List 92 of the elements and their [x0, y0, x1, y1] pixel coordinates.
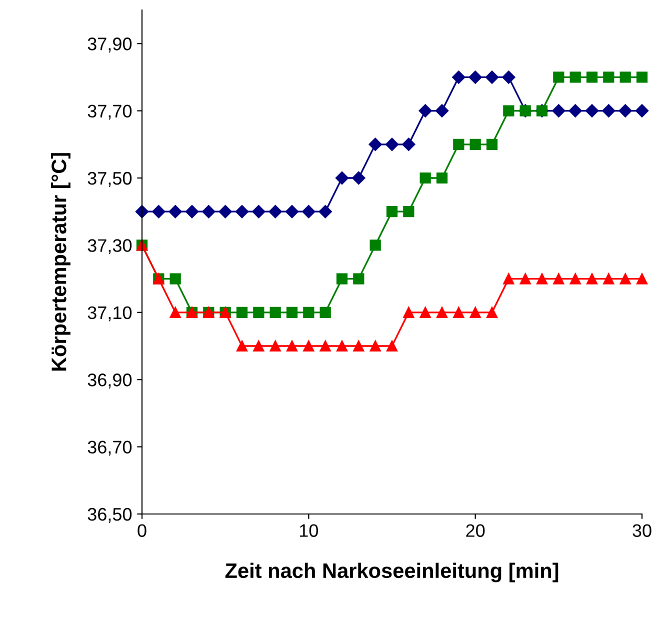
point [236, 340, 248, 352]
point [286, 340, 298, 352]
point [353, 273, 364, 284]
point [620, 72, 631, 83]
point [285, 205, 299, 218]
point [286, 306, 298, 318]
point [486, 306, 498, 318]
point [320, 340, 331, 352]
point [336, 340, 348, 352]
point [470, 306, 481, 318]
point [218, 205, 232, 218]
point [303, 340, 314, 352]
point [486, 138, 498, 150]
point [586, 273, 598, 284]
point [418, 104, 432, 118]
x-tick-label: 30 [632, 524, 652, 537]
point [318, 205, 332, 218]
point [570, 72, 581, 83]
y-tick-label: 37,30 [88, 239, 132, 254]
point [403, 206, 414, 218]
y-tick-label: 36,70 [88, 440, 132, 456]
point [636, 273, 648, 284]
point [252, 205, 266, 218]
point [403, 306, 414, 318]
point [552, 104, 566, 118]
y-axis-title: Körpertemperatur [°C] [51, 153, 70, 371]
point [435, 104, 449, 118]
y-tick-label: 36,50 [88, 508, 132, 523]
x-axis-title: Zeit nach Narkoseeinleitung [min] [225, 562, 558, 582]
point [502, 70, 516, 84]
point [385, 138, 399, 151]
point [170, 273, 181, 284]
point [570, 273, 581, 284]
point [335, 171, 349, 185]
point [270, 340, 281, 352]
point [235, 205, 249, 218]
x-tick-label: 10 [300, 524, 318, 537]
point [586, 72, 598, 83]
point [353, 340, 364, 352]
point [168, 205, 182, 218]
point [503, 273, 514, 284]
y-tick-label: 37,70 [88, 104, 132, 120]
point [553, 72, 564, 83]
point [253, 340, 264, 352]
point [452, 70, 466, 84]
y-tick-label: 36,90 [88, 374, 132, 388]
point [585, 104, 599, 118]
point [602, 104, 616, 118]
point [520, 273, 531, 284]
point [436, 306, 448, 318]
point [368, 138, 382, 151]
point [370, 340, 381, 352]
point [635, 104, 649, 118]
point [402, 138, 416, 151]
point [370, 240, 381, 251]
point [170, 306, 181, 318]
point [420, 306, 431, 318]
point [236, 306, 248, 318]
point [620, 273, 631, 284]
point [636, 72, 648, 83]
point [386, 206, 398, 218]
point [470, 138, 481, 150]
point [268, 205, 282, 218]
point [468, 70, 482, 84]
point [453, 138, 464, 150]
point [603, 273, 614, 284]
point [436, 172, 448, 184]
point [603, 72, 614, 83]
point [553, 273, 564, 284]
point [536, 273, 548, 284]
point [352, 171, 366, 185]
point [270, 306, 281, 318]
point [485, 70, 499, 84]
y-tick-label: 37,90 [88, 38, 132, 52]
point [618, 104, 632, 118]
point [503, 105, 514, 116]
point [253, 306, 264, 318]
point [202, 205, 216, 218]
y-tick-label: 37,50 [88, 172, 132, 187]
x-tick-label: 0 [138, 524, 146, 537]
x-tick-label: 20 [466, 524, 485, 537]
point [336, 273, 348, 284]
point [386, 340, 398, 352]
point [185, 205, 199, 218]
point [302, 205, 316, 218]
point [568, 104, 582, 118]
point [320, 306, 331, 318]
point [453, 306, 464, 318]
y-tick-label: 37,10 [88, 306, 132, 322]
point [303, 306, 314, 318]
point [420, 172, 431, 184]
point [152, 205, 166, 218]
